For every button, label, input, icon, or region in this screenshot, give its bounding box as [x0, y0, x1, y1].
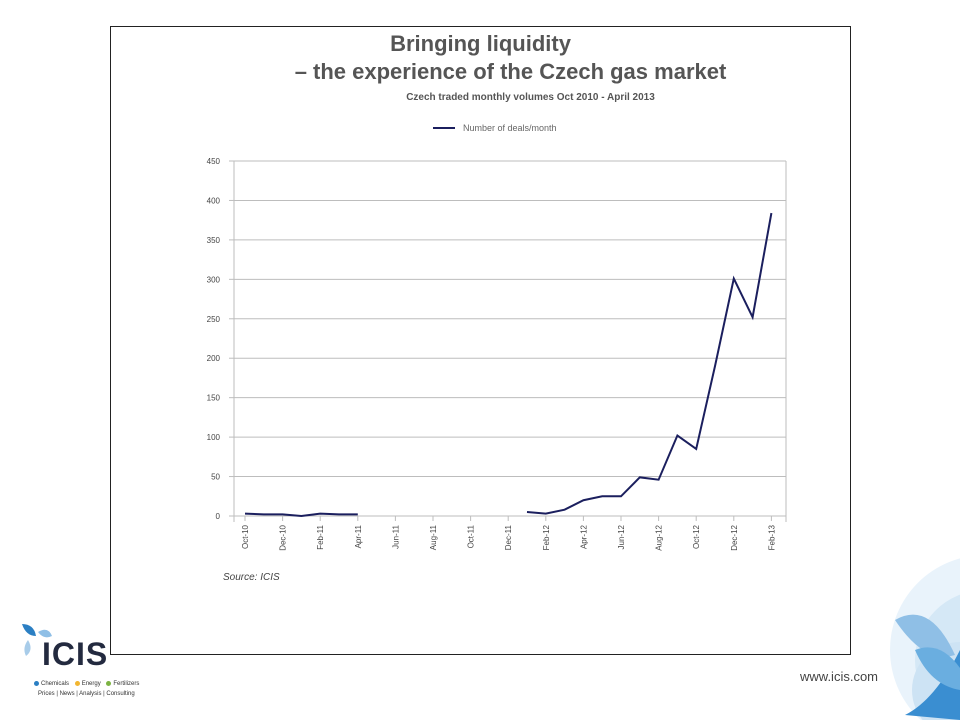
y-tick-label: 350: [207, 236, 221, 245]
series-line: [244, 512, 358, 518]
x-tick-label: Aug-11: [429, 524, 438, 550]
x-tick-label: Jun-11: [391, 524, 400, 548]
x-tick-label: Oct-12: [692, 524, 701, 549]
y-tick-label: 50: [211, 473, 220, 482]
x-tick-label: Aug-12: [655, 524, 664, 550]
legend-label: Number of deals/month: [463, 123, 557, 133]
deco-petal-3: [915, 647, 960, 690]
x-tick-label: Dec-10: [279, 524, 288, 550]
x-tick-label: Dec-11: [504, 524, 513, 550]
fertilizers-dot: [106, 681, 112, 686]
y-axis-ticks: 0 50 100 150 200 250 300 350 400 450: [207, 157, 221, 521]
legend: Number of deals/month: [433, 123, 557, 133]
series-group: [244, 212, 773, 518]
chart-subtitle: Czech traded monthly volumes Oct 2010 - …: [406, 92, 655, 103]
y-tick-label: 200: [207, 354, 221, 363]
x-tick-label: Apr-12: [579, 524, 588, 549]
x-tick-label: Feb-13: [767, 524, 776, 550]
logo-petal-blue: [22, 624, 36, 636]
y-tick-label: 400: [207, 196, 221, 205]
chart-frame: Bringing liquidity – the experience of t…: [110, 26, 851, 655]
x-tick-label: Feb-11: [316, 524, 325, 549]
tagline-chemicals: Chemicals: [41, 681, 70, 688]
energy-dot: [74, 681, 80, 686]
x-tick-label: Dec-12: [730, 524, 739, 550]
slide-title-line2: – the experience of the Czech gas market: [294, 59, 727, 84]
series-line: [526, 212, 773, 515]
x-tick-label: Feb-12: [542, 524, 551, 550]
icis-logo-text: ICIS: [42, 636, 109, 672]
x-tick-label: Jun-12: [617, 524, 626, 549]
y-tick-label: 150: [207, 394, 221, 403]
logo-tagline-services: Prices | News | Analysis | Consulting: [38, 691, 135, 697]
x-tick-label: Apr-11: [354, 524, 363, 548]
logo-petal-pale: [24, 640, 31, 656]
y-tick-label: 0: [216, 512, 221, 521]
y-tick-label: 450: [207, 157, 221, 166]
tagline-energy: Energy: [81, 681, 101, 688]
icis-logo-mark: [22, 624, 52, 656]
y-tick-label: 250: [207, 315, 221, 324]
logo-tagline-sectors: Chemicals Energy Fertilizers: [30, 681, 139, 687]
deco-petal-1: [895, 614, 955, 657]
slide-title-line1: Bringing liquidity: [390, 31, 571, 56]
x-axis-ticks: Oct-10 Dec-10 Feb-11 Apr-11 Jun-11 Aug-11 Oct-…: [241, 516, 776, 551]
line-chart: 0 50 100 150 200 250 300 350 400 450 Oct-10 Dec-10…: [207, 123, 787, 583]
x-tick-label: Oct-11: [467, 524, 476, 548]
tagline-fertilizers: Fertilizers: [113, 681, 140, 688]
chemicals-dot: [34, 681, 39, 686]
gridlines: [229, 160, 787, 522]
source-note: Source: ICIS: [223, 572, 280, 583]
y-tick-label: 100: [207, 433, 221, 442]
deco-petal-2: [905, 650, 960, 720]
website-link[interactable]: www.icis.com: [800, 669, 879, 684]
y-tick-label: 300: [207, 275, 221, 284]
x-tick-label: Oct-10: [241, 524, 250, 549]
logo-petal-light: [38, 629, 52, 638]
